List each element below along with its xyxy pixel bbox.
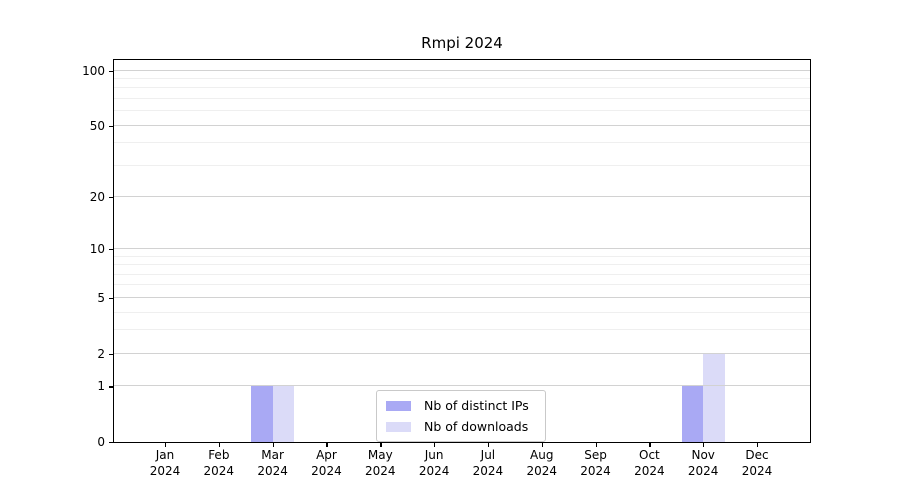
legend: Nb of distinct IPs Nb of downloads	[376, 390, 546, 442]
major-gridline	[114, 248, 810, 250]
x-tick	[272, 443, 274, 447]
x-tick-label-month: Sep	[584, 448, 607, 462]
x-tick-label-year: 2024	[472, 464, 504, 478]
x-tick-label-month: Mar	[261, 448, 284, 462]
x-tick-label: Nov 2024	[673, 447, 733, 479]
x-tick	[487, 443, 490, 447]
major-gridline	[114, 69, 810, 71]
x-tick-label: Jan 2024	[135, 447, 195, 479]
legend-item: Nb of downloads	[386, 420, 537, 433]
major-gridline	[114, 296, 810, 298]
y-tick	[109, 125, 113, 127]
x-tick	[595, 443, 597, 447]
y-tick-label: 5	[97, 290, 105, 305]
y-tick	[109, 70, 113, 72]
minor-gridline	[114, 284, 810, 286]
y-tick-label: 100	[82, 63, 105, 78]
x-tick	[218, 443, 221, 447]
bar-nb-of-distinct-ips-mar	[251, 386, 273, 442]
x-tick-label: Mar 2024	[243, 447, 303, 479]
x-tick-label: Feb 2024	[189, 447, 249, 479]
legend-item: Nb of distinct IPs	[386, 399, 537, 412]
minor-gridline	[114, 273, 810, 275]
x-tick-label-year: 2024	[418, 464, 450, 478]
legend-label: Nb of downloads	[424, 419, 529, 434]
x-tick-label-year: 2024	[580, 464, 611, 478]
x-tick-label-year: 2024	[634, 464, 665, 478]
y-tick	[109, 197, 113, 199]
y-tick	[109, 297, 113, 300]
x-tick-label-month: Apr	[316, 448, 337, 462]
minor-gridline	[114, 255, 810, 257]
x-tick-label-year: 2024	[203, 464, 235, 478]
x-tick-label-month: Oct	[639, 448, 660, 462]
legend-swatch	[386, 421, 411, 432]
x-tick-label: May 2024	[350, 447, 410, 479]
plot-area	[113, 59, 811, 443]
x-tick-label-month: Dec	[745, 448, 769, 462]
legend-swatch	[386, 400, 411, 411]
bar-nb-of-distinct-ips-nov	[681, 386, 704, 442]
y-tick	[109, 386, 113, 388]
chart-title: Rmpi 2024	[421, 34, 503, 52]
bar-nb-of-downloads-mar	[272, 386, 295, 442]
x-tick-label: Jun 2024	[404, 447, 464, 479]
y-tick-label: 1	[97, 379, 105, 394]
legend-label: Nb of distinct IPs	[424, 398, 529, 413]
y-tick-label: 50	[89, 118, 105, 133]
x-tick-label-year: 2024	[526, 464, 557, 478]
minor-gridline	[114, 264, 810, 266]
x-tick-label-year: 2024	[257, 464, 288, 478]
x-tick-label-year: 2024	[364, 464, 396, 478]
x-tick-label: Sep 2024	[566, 447, 626, 479]
y-tick	[109, 353, 113, 355]
x-tick-label-month: Aug	[530, 448, 554, 462]
x-tick	[649, 443, 651, 447]
x-tick-label-month: Nov	[691, 448, 715, 462]
x-tick-label-month: Jun	[424, 448, 444, 462]
minor-gridline	[114, 329, 810, 331]
major-gridline	[114, 196, 810, 198]
y-tick-label: 2	[97, 346, 105, 361]
x-tick-label: Aug 2024	[512, 447, 572, 479]
x-tick-label-year: 2024	[741, 464, 773, 478]
y-tick	[109, 442, 113, 444]
bar-nb-of-downloads-nov	[703, 353, 725, 442]
x-tick	[541, 443, 544, 447]
major-gridline	[114, 385, 810, 387]
y-tick-label: 10	[89, 242, 105, 257]
x-tick-label-month: Jan	[155, 448, 175, 462]
y-tick-label: 20	[89, 190, 105, 204]
x-tick-label-month: Jul	[480, 448, 496, 462]
x-tick-label-month: May	[367, 448, 393, 462]
x-tick-label: Oct 2024	[619, 447, 679, 479]
x-tick-label: Jul 2024	[458, 447, 518, 479]
x-tick	[434, 443, 436, 447]
major-gridline	[114, 124, 810, 126]
x-tick-label-month: Feb	[208, 448, 230, 462]
y-tick-label: 0	[97, 435, 105, 449]
x-tick-label-year: 2024	[149, 464, 181, 478]
minor-gridline	[114, 311, 810, 313]
x-tick-label: Apr 2024	[296, 447, 356, 479]
x-tick	[326, 443, 328, 447]
minor-gridline	[114, 78, 810, 80]
y-tick	[109, 249, 113, 251]
major-gridline	[114, 352, 810, 354]
x-tick-label-year: 2024	[311, 464, 342, 478]
minor-gridline	[114, 110, 810, 112]
x-tick	[380, 443, 382, 447]
minor-gridline	[114, 164, 810, 166]
x-tick	[165, 443, 167, 447]
minor-gridline	[114, 87, 810, 89]
x-tick	[757, 443, 759, 447]
x-tick-label-year: 2024	[687, 464, 719, 478]
x-tick-label: Dec 2024	[727, 447, 787, 479]
x-tick	[703, 443, 705, 447]
minor-gridline	[114, 98, 810, 99]
minor-gridline	[114, 142, 810, 144]
